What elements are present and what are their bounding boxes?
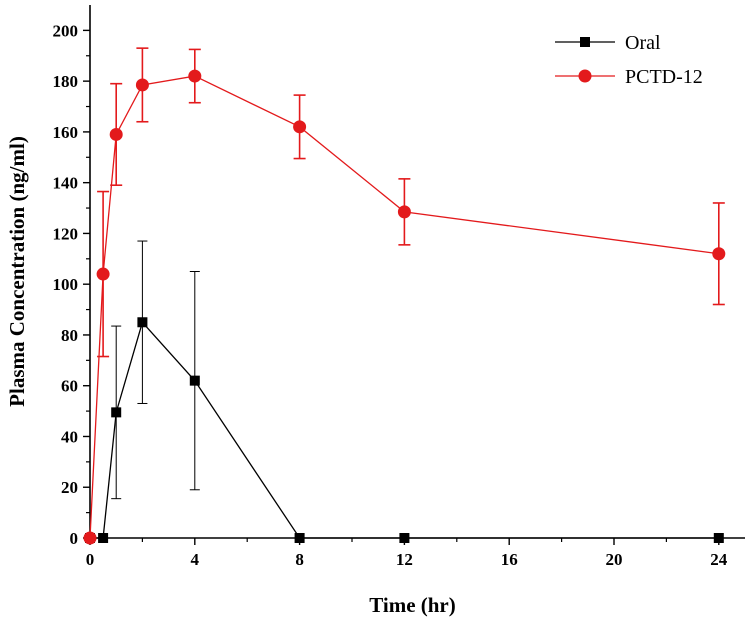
y-tick-label: 20 xyxy=(61,478,78,497)
y-tick-label: 0 xyxy=(70,529,79,548)
legend: Oral PCTD-12 xyxy=(555,32,703,88)
x-tick-label: 4 xyxy=(191,550,200,569)
data-point xyxy=(111,407,122,418)
y-tick-label: 100 xyxy=(53,275,79,294)
series-line xyxy=(89,75,719,539)
y-tick-label: 40 xyxy=(61,427,78,446)
data-point xyxy=(96,267,110,281)
x-axis-title: Time (hr) xyxy=(369,593,456,617)
legend-marker xyxy=(578,69,592,83)
axes: 0 20 40 60 80 100 120 140 160 180 200 0 4 8 12 16 20 24 xyxy=(53,5,745,569)
y-tick-label: 140 xyxy=(53,174,79,193)
y-tick-label: 60 xyxy=(61,377,78,396)
data-point xyxy=(293,120,307,134)
data-point xyxy=(83,531,97,545)
series-pctd-12 xyxy=(83,47,726,545)
y-tick-label: 80 xyxy=(61,326,78,345)
legend-label: PCTD-12 xyxy=(625,66,703,88)
data-point xyxy=(712,247,726,261)
x-tick-label: 24 xyxy=(710,550,728,569)
data-point xyxy=(188,69,202,83)
x-tick-label: 0 xyxy=(86,550,95,569)
y-tick-label: 120 xyxy=(53,224,79,243)
y-tick-label: 180 xyxy=(53,72,79,91)
data-point xyxy=(713,533,724,543)
x-tick-label: 12 xyxy=(396,550,413,569)
x-tick-label: 20 xyxy=(606,550,623,569)
y-tick-label: 200 xyxy=(53,21,79,40)
data-point xyxy=(109,127,123,141)
series-oral xyxy=(85,240,724,543)
legend-marker xyxy=(580,37,590,47)
y-tick-label: 160 xyxy=(53,123,79,142)
data-point xyxy=(294,533,305,543)
y-axis-title: Plasma Concentration (ng/ml) xyxy=(5,136,29,407)
data-point xyxy=(399,533,410,543)
series-line xyxy=(90,320,719,539)
data-point xyxy=(98,533,109,543)
data-point xyxy=(397,205,411,219)
data-point xyxy=(189,375,200,386)
x-tick-label: 8 xyxy=(295,550,304,569)
legend-label: Oral xyxy=(625,32,661,54)
x-tick-label: 16 xyxy=(501,550,518,569)
data-point xyxy=(135,78,149,92)
series-layer xyxy=(83,47,726,545)
data-point xyxy=(137,317,148,328)
